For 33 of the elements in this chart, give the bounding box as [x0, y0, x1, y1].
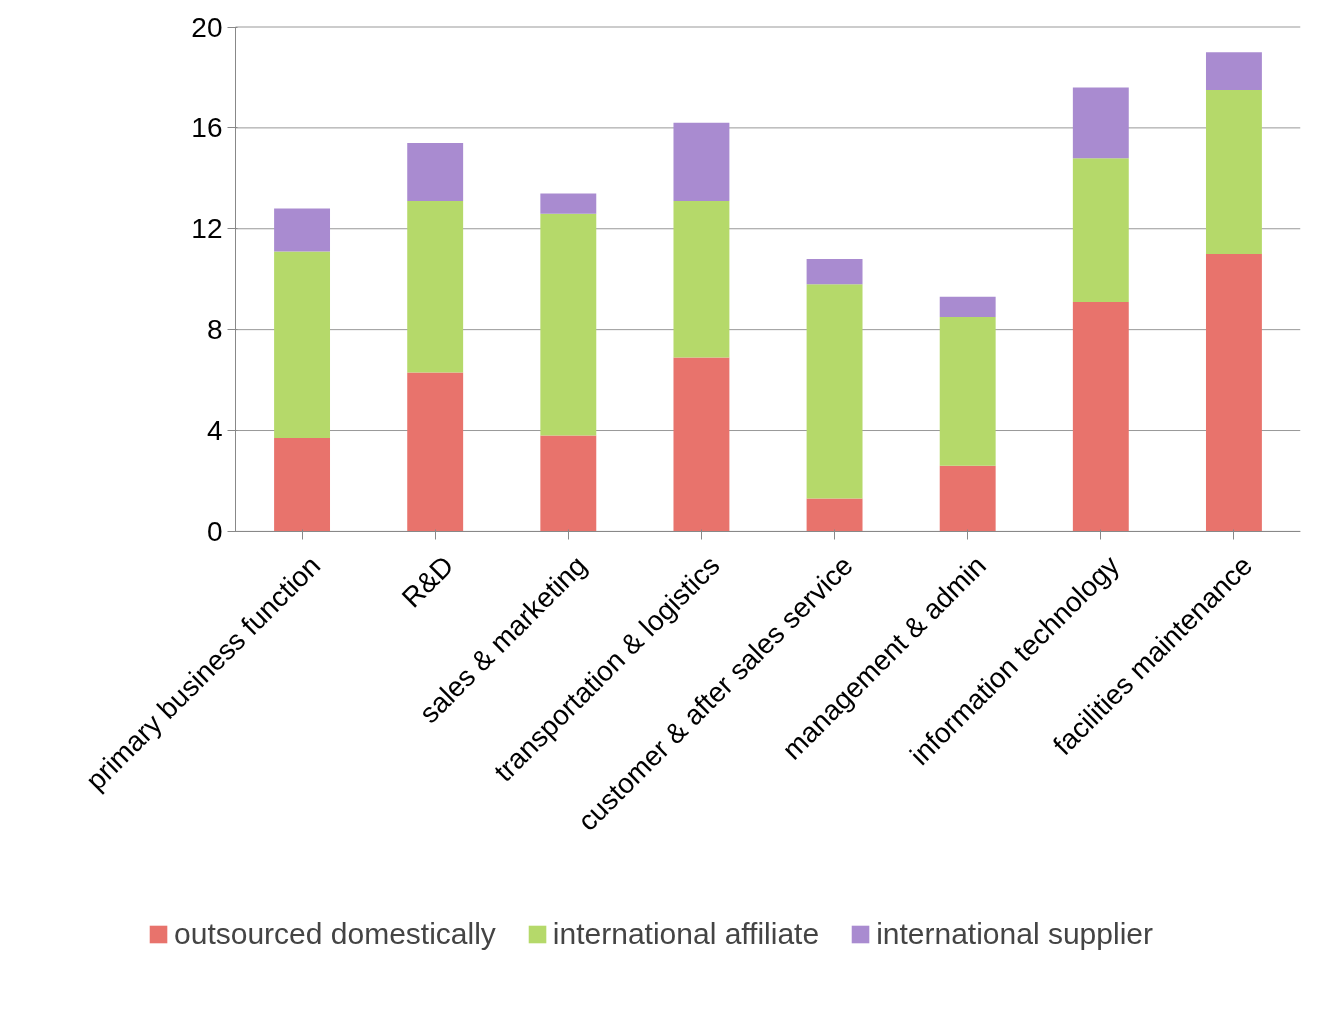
bar: [673, 201, 730, 358]
bar: [1072, 87, 1129, 159]
y-tick-label: 20: [191, 11, 223, 43]
bar: [274, 208, 331, 252]
bar: [274, 251, 331, 439]
legend-label: outsourced domestically: [174, 917, 496, 951]
bar: [274, 438, 331, 532]
bar: [673, 122, 730, 202]
bar: [1072, 158, 1129, 302]
bar: [1205, 253, 1262, 532]
legend-label: international affiliate: [552, 917, 820, 951]
bar: [1072, 301, 1129, 532]
bar: [1205, 52, 1262, 91]
bar: [1205, 90, 1262, 254]
bar: [806, 284, 863, 499]
bar: [939, 296, 996, 318]
bar: [540, 213, 597, 436]
bar: [540, 435, 597, 532]
bar: [407, 143, 464, 202]
y-tick-label: 0: [206, 515, 223, 547]
bar: [806, 259, 863, 285]
y-tick-label: 12: [191, 213, 223, 245]
bar: [407, 372, 464, 532]
bar: [939, 317, 996, 466]
y-tick-label: 8: [206, 314, 223, 346]
y-tick-label: 4: [206, 415, 223, 447]
bar: [673, 357, 730, 532]
y-tick-label: 16: [191, 112, 223, 144]
bar: [540, 193, 597, 214]
bar: [407, 201, 464, 373]
bar: [939, 465, 996, 532]
legend-label: international supplier: [876, 917, 1153, 951]
bar: [806, 498, 863, 532]
